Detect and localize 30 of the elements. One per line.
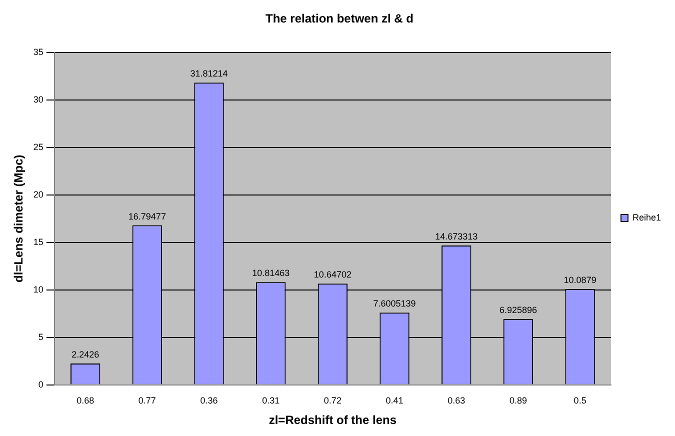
x-tick-label: 0.5	[574, 396, 586, 406]
y-tick-label: 15	[33, 236, 44, 247]
legend-label: Reihe1	[632, 212, 662, 222]
data-label: 10.64702	[314, 270, 352, 280]
data-label: 7.6005139	[373, 298, 416, 309]
x-tick-label: 0.31	[262, 396, 280, 406]
x-tick-label: 0.68	[76, 396, 94, 406]
y-tick-label: 25	[33, 142, 44, 152]
y-tick-label: 0	[38, 379, 44, 390]
x-tick-label: 0.72	[324, 396, 342, 406]
x-tick-label: 0.63	[448, 396, 466, 406]
data-label: 10.0879	[564, 274, 596, 285]
data-label: 14.673313	[435, 231, 478, 242]
y-tick-label: 30	[33, 94, 44, 104]
y-tick-label: 5	[38, 332, 44, 342]
x-tick-label: 0.41	[386, 396, 404, 406]
data-label: 16.79477	[128, 211, 166, 222]
data-label: 10.81463	[252, 268, 290, 278]
x-tick-label: 0.89	[509, 396, 527, 406]
data-label: 31.81214	[190, 68, 228, 79]
x-tick-label: 0.36	[200, 396, 218, 406]
y-tick-label: 10	[33, 284, 44, 294]
x-tick-label: 0.77	[138, 396, 156, 406]
data-label: 2.2426	[72, 349, 100, 360]
chart-title: The relation betwen zl & d	[265, 12, 414, 26]
data-label: 6.925896	[499, 305, 537, 316]
x-axis-title: zl=Redshift of the lens	[268, 413, 397, 428]
y-tick-label: 20	[33, 189, 44, 200]
y-tick-label: 35	[33, 46, 44, 57]
y-axis-title: dl=Lens dimeter (Mpc)	[12, 154, 26, 282]
